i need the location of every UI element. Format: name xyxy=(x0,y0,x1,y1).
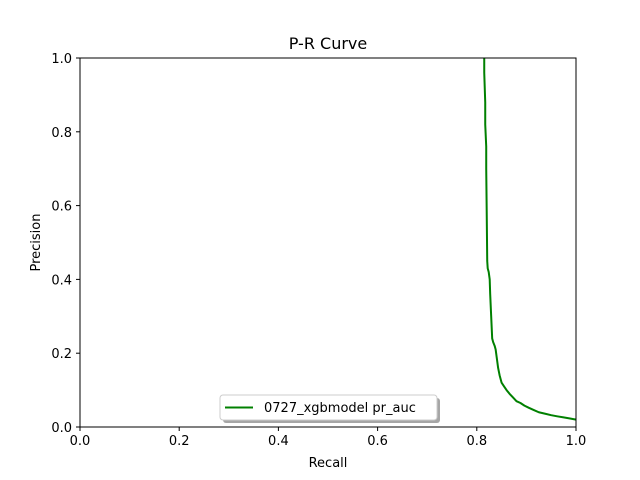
y-tick-label: 0.0 xyxy=(51,421,72,436)
chart-title: P-R Curve xyxy=(289,34,367,53)
y-tick-label: 1.0 xyxy=(51,52,72,67)
x-tick-label: 0.4 xyxy=(268,434,289,449)
x-tick-label: 0.2 xyxy=(169,434,190,449)
data-layer xyxy=(483,58,577,421)
x-tick-label: 0.8 xyxy=(466,434,487,449)
y-tick-label: 0.2 xyxy=(51,347,72,362)
y-tick-label: 0.4 xyxy=(51,273,72,288)
series-line-0 xyxy=(483,58,577,421)
plot-frame xyxy=(79,57,577,428)
y-tick-label: 0.6 xyxy=(51,200,72,215)
legend-label: 0727_xgbmodel pr_auc xyxy=(264,401,416,416)
axis-layer: 0.0 0.2 0.4 0.6 0.8 1.0 0.0 0.2 0.4 0.6 0.8 1.0 xyxy=(51,52,586,449)
x-tick-label: 0.6 xyxy=(367,434,388,449)
legend-box xyxy=(219,394,438,421)
x-tick-label: 0.0 xyxy=(70,434,91,449)
legend: 0727_xgbmodel pr_auc xyxy=(219,394,440,423)
x-axis-title: Recall xyxy=(309,456,348,471)
plot-area xyxy=(80,58,576,427)
y-axis-title: Precision xyxy=(29,213,44,271)
y-tick-label: 0.8 xyxy=(51,126,72,141)
x-tick-label: 1.0 xyxy=(566,434,587,449)
